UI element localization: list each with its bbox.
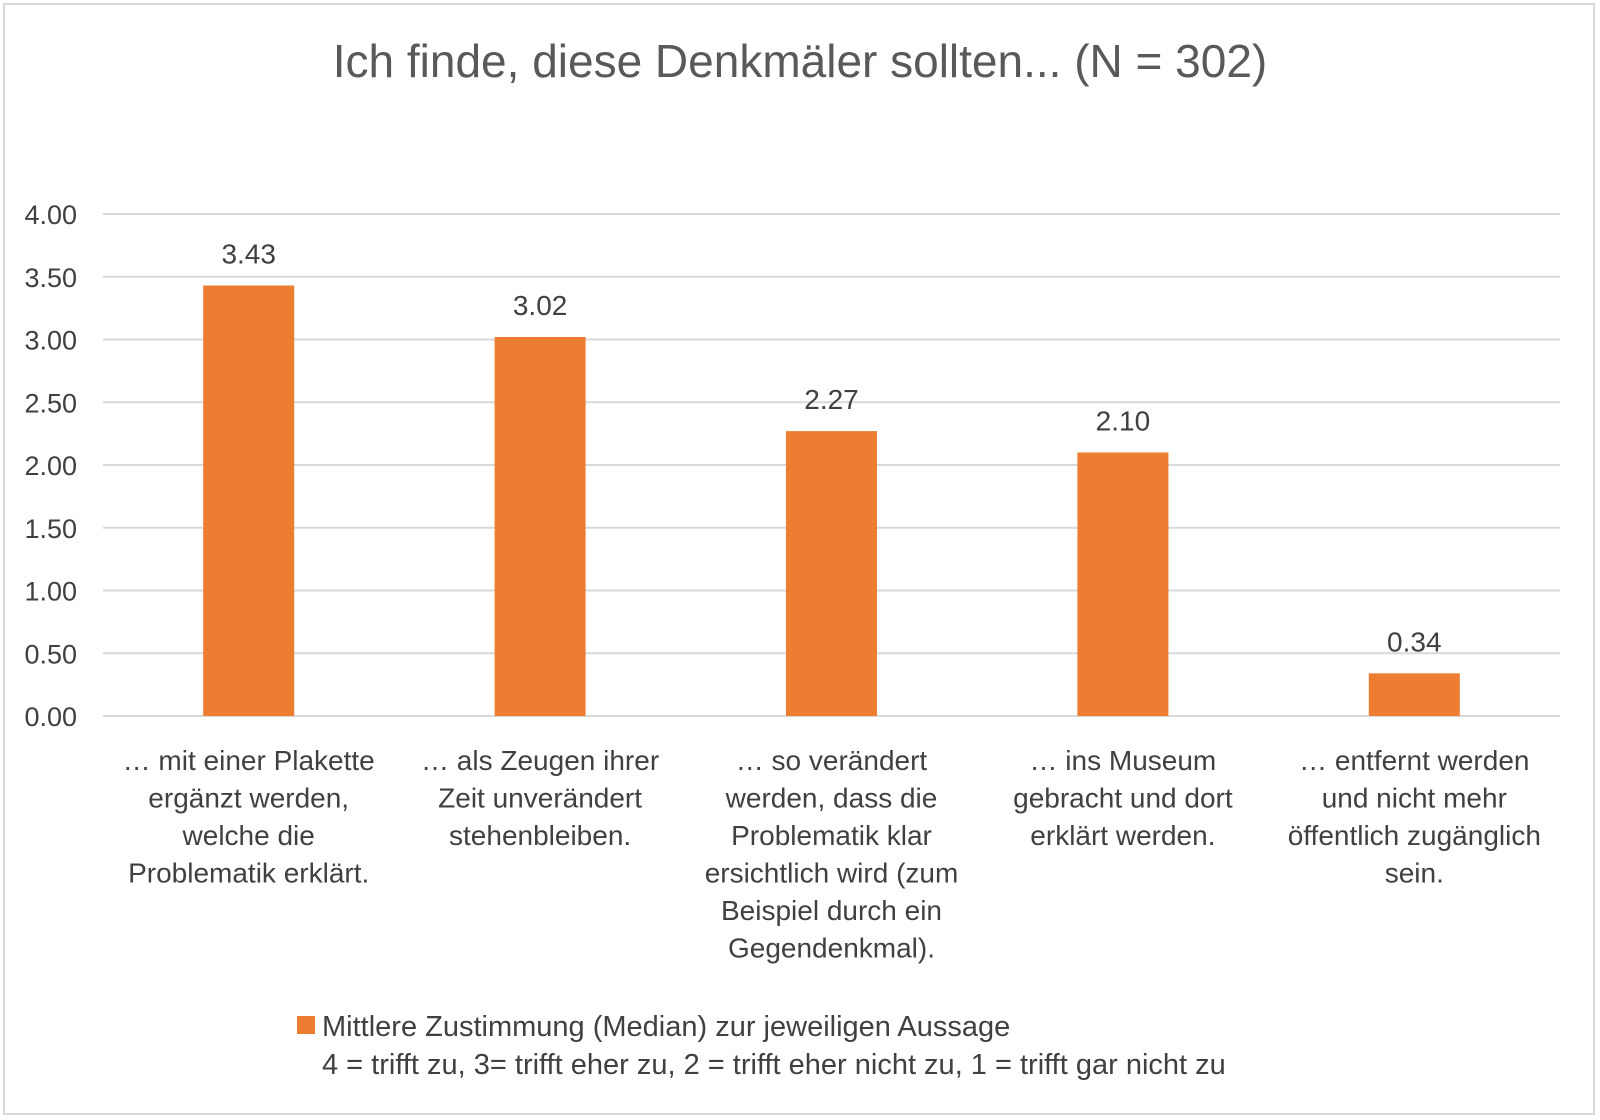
bar [494,336,586,716]
legend: Mittlere Zustimmung (Median) zur jeweili… [297,1011,1226,1081]
category-label-line: stehenbleiben. [449,820,631,851]
y-tick-label: 0.00 [24,702,77,732]
category-label-line: erklärt werden. [1030,820,1215,851]
y-tick-label: 1.50 [24,514,77,544]
bar [203,285,295,716]
y-tick-label: 0.50 [24,639,77,669]
category-label-line: Beispiel durch ein [721,895,942,926]
data-label: 3.43 [221,239,276,270]
category-label-line: Zeit unverändert [438,783,642,814]
category-label-line: … ins Museum [1030,745,1217,776]
category-label: … als Zeugen ihrer Zeit unverändert stehen… [421,745,659,851]
data-label: 0.34 [1387,626,1442,657]
category-label: … ins Museum gebracht und dort erklärt wer… [1013,745,1233,851]
y-tick-label: 2.50 [24,388,77,418]
legend-scale-note: 4 = trifft zu, 3= trifft eher zu, 2 = tr… [322,1049,1226,1081]
data-label: 2.10 [1096,405,1151,436]
category-label-line: werden, dass die [725,783,938,814]
category-label-line: öffentlich zugänglich [1288,820,1541,851]
y-tick-label: 3.50 [24,263,77,293]
chart-title: Ich finde, diese Denkmäler sollten... (N… [333,35,1268,87]
y-tick-label: 3.00 [24,326,77,356]
x-axis-categories: … mit einer Plakette ergänzt werden, welch… [123,745,1541,964]
data-label: 2.27 [804,384,859,415]
category-label-line: … mit einer Plakette [123,745,375,776]
category-label: … entfernt werden und nicht mehr öffentlic… [1288,745,1541,889]
category-label-line: und nicht mehr [1322,783,1507,814]
y-tick-label: 4.00 [24,200,77,230]
category-label-line: ersichtlich wird (zum [705,858,959,889]
data-label: 3.02 [513,290,568,321]
category-label: … mit einer Plakette ergänzt werden, welch… [123,745,375,889]
category-label-line: Problematik klar [731,820,932,851]
category-label-line: … entfernt werden [1299,745,1529,776]
grid-lines [103,213,1560,717]
y-tick-label: 2.00 [24,451,77,481]
bars [203,285,1460,716]
bar [786,431,877,716]
category-label-line: welche die [182,820,315,851]
category-label-line: gebracht und dort [1013,783,1233,814]
legend-swatch [297,1016,315,1034]
category-label-line: … so verändert [736,745,928,776]
category-label-line: Problematik erklärt. [128,858,369,889]
category-label-line: ergänzt werden, [148,783,349,814]
y-axis-ticks: 0.00 0.50 1.00 1.50 2.00 2.50 3.00 3.50 4.00 [24,200,77,732]
bar [1077,452,1169,716]
category-label-line: Gegendenkmal). [728,933,935,964]
category-label-line: … als Zeugen ihrer [421,745,659,776]
category-label-line: sein. [1385,858,1444,889]
y-tick-label: 1.00 [24,577,77,607]
data-labels: 3.43 3.02 2.27 2.10 0.34 [221,239,1441,658]
category-label: … so verändert werden, dass die Problemati… [705,745,959,964]
bar [1368,673,1460,716]
legend-series-label: Mittlere Zustimmung (Median) zur jeweili… [322,1011,1010,1043]
